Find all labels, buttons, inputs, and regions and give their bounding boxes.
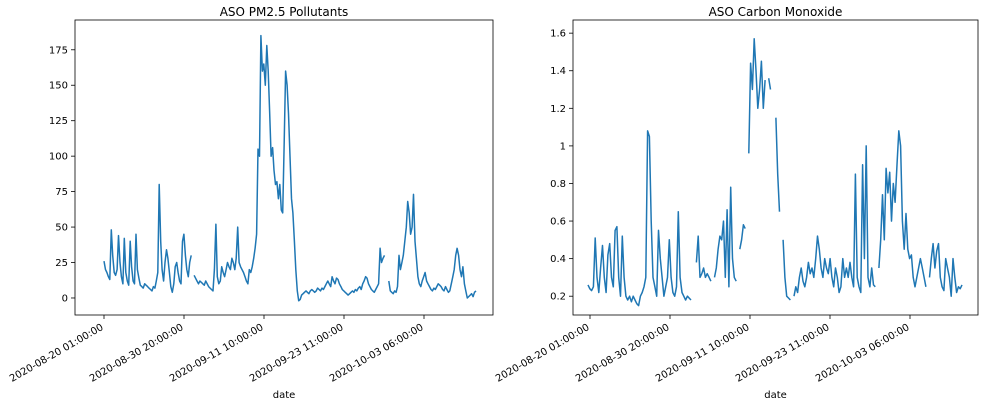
- plot-frame: [74, 19, 494, 316]
- series-line-1: [103, 34, 477, 302]
- y-tick-label: 1.6: [550, 29, 566, 40]
- chart-2: ASO Carbon Monoxide 0.2 0.4 0.6 0.8 1 1.2 1.4 1.…: [494, 5, 979, 401]
- y-tick-label: 0.2: [550, 292, 566, 303]
- y-tick-label: 100: [49, 152, 68, 163]
- y-tick-label: 0: [62, 293, 68, 304]
- plot-frame: [572, 19, 979, 316]
- y-tick-label: 1: [560, 141, 566, 152]
- y-tick-label: 150: [49, 81, 68, 92]
- y-tick-label: 0.8: [550, 179, 566, 190]
- y-tick-label: 1.2: [550, 104, 566, 115]
- y-tick-label: 0.4: [550, 254, 566, 265]
- y-tick-label: 175: [49, 45, 68, 56]
- x-axis-label: date: [764, 390, 787, 401]
- chart-1: ASO PM2.5 Pollutants02550751001251501752…: [8, 5, 494, 401]
- chart-title: ASO PM2.5 Pollutants: [220, 5, 349, 19]
- y-tick-label: 0.6: [550, 217, 566, 228]
- y-tick-label: 1.4: [550, 66, 566, 77]
- chart-title: ASO Carbon Monoxide: [709, 5, 843, 19]
- y-tick-label: 25: [55, 258, 68, 269]
- series-line-1: [587, 38, 963, 307]
- y-tick-label: 125: [49, 116, 68, 127]
- y-tick-label: 75: [55, 187, 68, 198]
- y-tick-label: 50: [55, 223, 68, 234]
- x-axis-label: date: [273, 390, 296, 401]
